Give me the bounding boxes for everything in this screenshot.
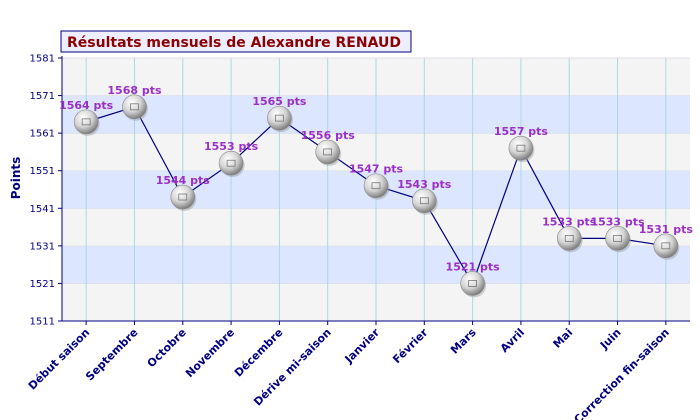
data-point-emblem xyxy=(419,197,429,205)
x-tick-label: Juin xyxy=(597,326,624,353)
y-tick-label: 1571 xyxy=(30,91,55,102)
data-point-marker xyxy=(508,135,534,161)
data-point xyxy=(605,226,632,253)
data-label: 1564 pts xyxy=(59,99,114,112)
data-label: 1557 pts xyxy=(494,125,549,138)
data-point xyxy=(218,150,245,178)
x-tick-label: Septembre xyxy=(83,326,140,383)
x-tick-label: Décembre xyxy=(232,326,286,380)
data-point-emblem xyxy=(516,144,526,152)
y-tick-labels: 1511 1521 1531 1541 1551 1561 1571 1581 xyxy=(30,54,62,328)
data-point-emblem xyxy=(371,182,381,190)
x-tick-label: Mai xyxy=(551,326,576,351)
data-point-marker xyxy=(460,271,485,296)
data-point-marker xyxy=(653,233,679,259)
x-tick-label: Octobre xyxy=(145,326,189,370)
data-point xyxy=(363,173,390,200)
data-point-emblem xyxy=(661,242,671,250)
data-point-emblem xyxy=(275,114,284,122)
data-point xyxy=(73,109,100,136)
x-tick-label: Début saison xyxy=(26,326,93,393)
data-point-emblem xyxy=(130,103,139,111)
data-point-marker xyxy=(170,184,196,210)
y-axis-label: Points xyxy=(9,157,23,200)
data-points xyxy=(73,94,680,298)
data-point-marker xyxy=(315,139,340,165)
data-point-marker xyxy=(605,226,630,251)
data-label: 1556 pts xyxy=(301,129,356,142)
data-point-marker xyxy=(218,150,244,176)
y-tick-label: 1581 xyxy=(30,54,55,65)
data-point xyxy=(653,233,680,260)
y-tick-label: 1521 xyxy=(30,279,55,290)
x-tick-label: Février xyxy=(390,326,431,367)
data-point-emblem xyxy=(226,159,236,167)
data-point-emblem xyxy=(323,148,333,156)
data-label: 1544 pts xyxy=(156,174,211,187)
data-point-marker xyxy=(556,226,582,251)
y-tick-label: 1531 xyxy=(30,241,55,252)
data-point-emblem xyxy=(81,118,91,126)
data-point xyxy=(460,271,487,298)
x-tick-label: Novembre xyxy=(183,326,237,380)
data-label: 1565 pts xyxy=(252,95,307,108)
data-point-marker xyxy=(122,94,147,120)
chart-title: Résultats mensuels de Alexandre RENAUD xyxy=(67,35,401,51)
data-label: 1543 pts xyxy=(397,178,452,191)
y-tick-label: 1561 xyxy=(30,129,55,140)
x-tick-label: Mars xyxy=(448,326,479,357)
data-label: 1553 pts xyxy=(204,140,259,153)
data-point xyxy=(267,105,293,133)
data-label: 1568 pts xyxy=(107,84,162,97)
data-point-marker xyxy=(363,173,389,199)
data-label: 1533 pts xyxy=(542,215,597,228)
data-point xyxy=(315,139,342,166)
x-tick-label: Avril xyxy=(498,326,527,355)
data-point-marker xyxy=(267,105,292,131)
data-label: 1547 pts xyxy=(349,163,404,176)
y-tick-label: 1551 xyxy=(30,166,55,177)
data-labels: 1564 pts 1568 pts 1544 pts 1553 pts 1565 pts… xyxy=(59,84,693,274)
data-point-emblem xyxy=(468,280,477,287)
data-point xyxy=(556,226,583,253)
data-point-emblem xyxy=(178,193,188,201)
data-point xyxy=(122,94,148,121)
y-tick-label: 1541 xyxy=(30,204,55,215)
chart-title-box: Résultats mensuels de Alexandre RENAUD xyxy=(60,30,412,53)
data-point-emblem xyxy=(564,234,574,242)
data-label: 1533 pts xyxy=(590,215,645,228)
x-tick-label: Janvier xyxy=(342,326,383,367)
y-tick-label: 1511 xyxy=(30,317,55,328)
data-point xyxy=(412,188,438,215)
data-point-emblem xyxy=(613,234,622,242)
data-label: 1521 pts xyxy=(446,260,501,273)
data-point-marker xyxy=(73,109,99,135)
data-point-marker xyxy=(412,188,437,214)
data-point xyxy=(508,135,535,163)
data-point xyxy=(170,184,197,212)
data-label: 1531 pts xyxy=(639,223,694,236)
chart-title-background xyxy=(60,30,412,53)
x-tick-label: Correction fin-saison xyxy=(572,326,672,420)
